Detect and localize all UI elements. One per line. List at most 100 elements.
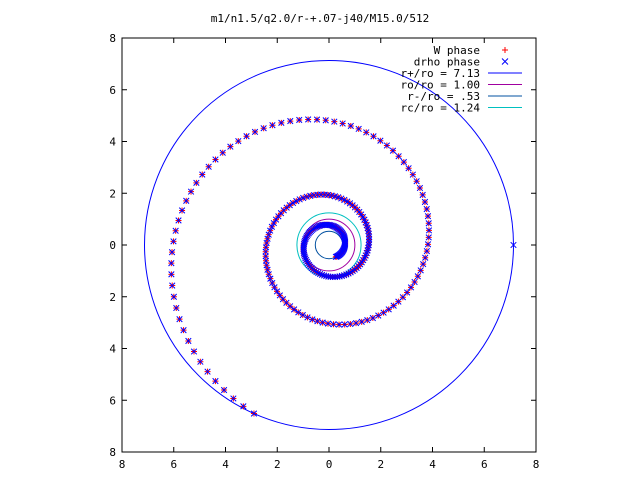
drho-phase-point: [307, 192, 314, 199]
drho-phase-point: [365, 239, 373, 246]
drho-phase-point: [220, 386, 228, 394]
x-tick-label: 8: [119, 458, 126, 471]
drho-phase-point: [278, 119, 285, 126]
drho-phase-point: [296, 196, 303, 203]
x-tick-label: 0: [326, 458, 333, 471]
drho-phase-point: [425, 220, 432, 227]
y-tick-label: 8: [109, 446, 116, 459]
drho-phase-point: [183, 197, 190, 204]
drho-phase-point: [219, 149, 226, 156]
drho-phase-point: [260, 125, 267, 132]
drho-phase-point: [212, 377, 219, 385]
drho-phase-point: [335, 321, 343, 328]
drho-phase-point: [314, 318, 321, 325]
x-tick-label: 6: [481, 458, 488, 471]
drho-phase-point: [380, 309, 387, 316]
drho-phase-point: [290, 306, 298, 313]
drho-phase-point: [358, 318, 365, 325]
drho-phase-point: [395, 153, 402, 160]
drho-phase-point: [272, 216, 280, 223]
drho-phase-point: [300, 194, 307, 202]
y-tick-label: 6: [109, 84, 116, 97]
x-tick-label: 4: [429, 458, 436, 471]
drho-phase-point: [330, 321, 337, 328]
drho-phase-point: [411, 278, 418, 286]
drho-phase-point: [369, 314, 376, 322]
drho-phase-point: [205, 163, 212, 170]
drho-phase-point: [197, 358, 204, 365]
drho-phase-point: [267, 227, 274, 234]
drho-phase-point: [347, 122, 354, 130]
drho-phase-point: [268, 223, 276, 230]
x-tick-label: 4: [222, 458, 229, 471]
y-tick-label: 4: [109, 343, 116, 356]
drho-phase-point: [413, 178, 420, 185]
drho-phase-point: [168, 249, 176, 256]
drho-phase-point: [304, 314, 311, 321]
drho-phase-point: [341, 236, 348, 243]
drho-phase-point: [319, 319, 326, 326]
legend-label: rc/ro = 1.24: [401, 102, 481, 115]
drho-phase-point: [352, 319, 360, 327]
drho-phase-point: [385, 306, 392, 313]
drho-phase-point: [212, 156, 219, 163]
drho-phase-point: [370, 133, 377, 140]
drho-phase-point: [293, 197, 300, 205]
drho-phase-point: [366, 236, 373, 243]
drho-phase-point: [287, 117, 294, 125]
drho-phase-point: [273, 288, 281, 295]
drho-phase-point: [389, 147, 397, 154]
drho-phase-point: [338, 272, 346, 280]
drho-phase-point: [414, 273, 421, 280]
drho-phase-point: [510, 241, 517, 249]
drho-phase-point: [275, 213, 282, 220]
drho-phase-point: [299, 311, 306, 319]
drho-phase-point: [243, 133, 250, 140]
drho-phase-point: [355, 125, 362, 133]
drho-phase-point: [407, 284, 415, 291]
drho-phase-point: [423, 247, 431, 255]
x-tick-label: 2: [274, 458, 281, 471]
drho-phase-point: [331, 118, 338, 125]
legend-label: drho phase: [414, 56, 480, 69]
drho-phase-point: [341, 321, 348, 328]
drho-phase-point: [265, 271, 272, 278]
drho-phase-point: [346, 200, 354, 207]
drho-phase-point: [170, 293, 178, 300]
drho-phase-point: [168, 271, 175, 278]
drho-phase-point: [235, 137, 242, 145]
y-tick-label: 6: [109, 394, 116, 407]
drho-phase-point: [377, 137, 384, 144]
legend-label: ro/ro = 1.00: [401, 79, 480, 92]
drho-phase-point: [264, 266, 271, 273]
drho-phase-point: [315, 269, 322, 277]
drho-phase-point: [187, 188, 195, 195]
drho-phase-point: [339, 120, 346, 127]
drho-phase-point: [313, 116, 321, 123]
drho-phase-point: [269, 122, 276, 129]
x-tick-label: 2: [377, 458, 384, 471]
drho-phase-point: [423, 205, 430, 213]
drho-phase-point: [204, 368, 211, 375]
drho-phase-point: [424, 213, 432, 220]
drho-phase-point: [309, 316, 316, 323]
drho-phase-point: [302, 255, 309, 262]
drho-phase-point: [409, 171, 417, 178]
drho-phase-point: [341, 196, 348, 204]
drho-phase-point: [185, 337, 192, 345]
drho-phase-point: [289, 199, 297, 207]
drho-phase-point: [269, 279, 276, 287]
legend-label: W phase: [434, 44, 480, 57]
drho-phase-point: [301, 251, 308, 258]
drho-phase-point: [180, 327, 187, 334]
y-tick-label: 8: [109, 32, 116, 45]
drho-phase-point: [403, 289, 411, 296]
drho-phase-point: [295, 309, 302, 316]
legend-plus-marker: [502, 47, 508, 53]
drho-phase-point: [267, 275, 274, 282]
chart-title: m1/n1.5/q2.0/r-+.07-j40/M15.0/512: [211, 12, 430, 25]
drho-phase-point: [175, 217, 182, 224]
drho-phase-point: [193, 179, 200, 186]
circle-r+: [144, 60, 514, 430]
